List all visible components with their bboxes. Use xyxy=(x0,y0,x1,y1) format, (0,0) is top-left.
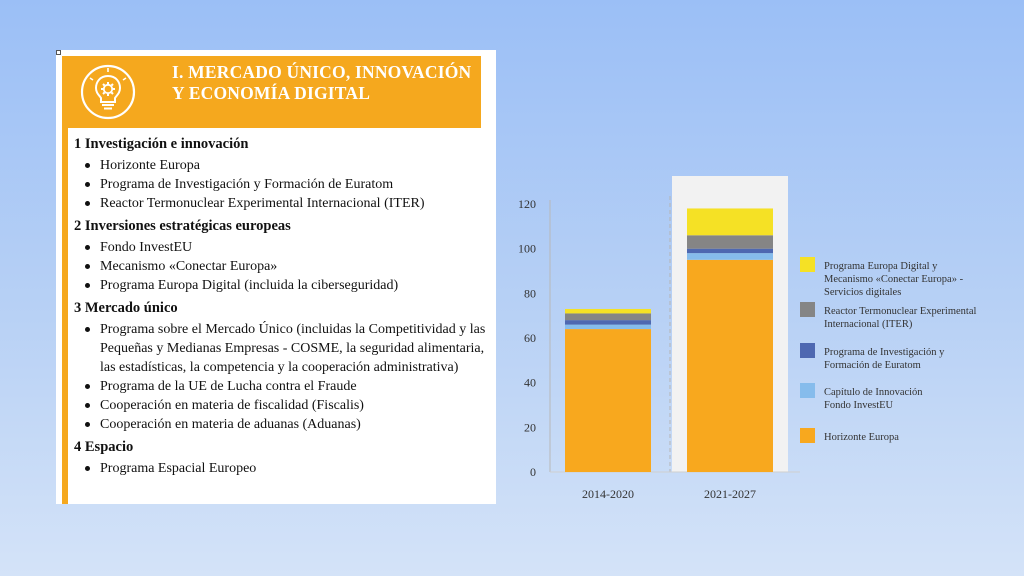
bar-segment xyxy=(687,208,773,236)
corner-marker xyxy=(56,50,61,55)
bar-segment xyxy=(565,329,651,472)
bar-segment xyxy=(565,324,651,330)
legend-swatch xyxy=(800,343,815,358)
bullet-icon xyxy=(85,182,90,187)
bullet-icon xyxy=(85,422,90,427)
list-item-text: Programa de Investigación y Formación de… xyxy=(100,177,394,192)
legend-label: Reactor Termonuclear Experimental Interna… xyxy=(824,306,977,330)
list-item-text: Programa Europa Digital (incluida la cib… xyxy=(100,278,399,293)
bar-segment xyxy=(565,313,651,321)
budget-chart: 0 20 40 60 80 100 120 2014-2020 2021-2027 Program… xyxy=(518,176,977,501)
list-item-text: Programa de la UE de Lucha contra el Fra… xyxy=(100,379,357,394)
legend-swatch xyxy=(800,257,815,272)
panel-title: I. MERCADO ÚNICO, INNOVACIÓN Y ECONOMÍA … xyxy=(172,62,472,103)
list-item: Programa de la UE de Lucha contra el Fra… xyxy=(74,377,492,396)
list-item: Programa sobre el Mercado Único (incluid… xyxy=(74,320,492,377)
list-item-text: Programa Espacial Europeo xyxy=(100,461,257,476)
bar-segment xyxy=(565,320,651,325)
section-item-list: Programa Espacial Europeo xyxy=(74,459,492,478)
legend-label: Horizonte Europa xyxy=(824,432,899,443)
y-tick-label: 20 xyxy=(524,420,536,434)
x-tick-label: 2021-2027 xyxy=(704,487,756,501)
bar-segment xyxy=(687,248,773,254)
list-item-text: Fondo InvestEU xyxy=(100,240,193,255)
y-tick-label: 40 xyxy=(524,376,536,390)
legend-swatch xyxy=(800,428,815,443)
list-item: Fondo InvestEU xyxy=(74,238,492,257)
bullet-icon xyxy=(85,327,90,332)
section-title: 1 Investigación e innovación xyxy=(74,136,249,152)
section-item-list: Fondo InvestEU Mecanismo «Conectar Europa… xyxy=(74,238,492,295)
panel-header: I. MERCADO ÚNICO, INNOVACIÓN Y ECONOMÍA … xyxy=(64,56,481,128)
y-tick-label: 100 xyxy=(518,242,536,256)
x-tick-label: 2014-2020 xyxy=(582,487,634,501)
bar-segment xyxy=(687,253,773,260)
list-item-text: Cooperación en materia de aduanas (Aduan… xyxy=(100,417,361,432)
bullet-icon xyxy=(85,283,90,288)
legend-label: Programa de Investigación y Formación de … xyxy=(824,347,945,371)
bar-segment xyxy=(687,259,773,472)
section-title: 3 Mercado único xyxy=(74,300,178,316)
list-item: Programa Europa Digital (incluida la cib… xyxy=(74,276,492,295)
bullet-icon xyxy=(85,466,90,471)
list-item-text: Mecanismo «Conectar Europa» xyxy=(100,259,278,274)
y-tick-label: 80 xyxy=(524,286,536,300)
y-tick-label: 60 xyxy=(524,331,536,345)
list-item: Programa de Investigación y Formación de… xyxy=(74,175,492,194)
list-item-text: Programa sobre el Mercado Único (incluid… xyxy=(100,322,486,375)
accent-bar xyxy=(62,56,68,504)
list-item-text: Horizonte Europa xyxy=(100,158,200,173)
list-item: Cooperación en materia de aduanas (Aduan… xyxy=(74,415,492,434)
legend-swatch xyxy=(800,302,815,317)
list-item: Mecanismo «Conectar Europa» xyxy=(74,257,492,276)
section-item-list: Programa sobre el Mercado Único (incluid… xyxy=(74,320,492,434)
legend-label: Programa Europa Digital y Mecanismo «Cone… xyxy=(824,261,964,298)
bullet-icon xyxy=(85,201,90,206)
bar-segment xyxy=(687,235,773,249)
bar-segment xyxy=(565,308,651,314)
y-tick-label: 120 xyxy=(518,197,536,211)
list-item: Programa Espacial Europeo xyxy=(74,459,492,478)
bullet-icon xyxy=(85,245,90,250)
list-item-text: Reactor Termonuclear Experimental Intern… xyxy=(100,196,425,211)
bullet-icon xyxy=(85,163,90,168)
section-item-list: Horizonte Europa Programa de Investigació… xyxy=(74,156,492,213)
list-item: Horizonte Europa xyxy=(74,156,492,175)
legend-label: Capítulo de Innovación Fondo InvestEU xyxy=(824,387,923,411)
bullet-icon xyxy=(85,403,90,408)
y-tick-label: 0 xyxy=(530,465,536,479)
list-item: Reactor Termonuclear Experimental Intern… xyxy=(74,194,492,213)
list-item: Cooperación en materia de fiscalidad (Fi… xyxy=(74,396,492,415)
program-list: 1 Investigación e innovación Horizonte Eu… xyxy=(74,134,492,478)
program-panel: I. MERCADO ÚNICO, INNOVACIÓN Y ECONOMÍA … xyxy=(56,50,496,504)
section-title: 4 Espacio xyxy=(74,439,134,455)
legend-swatch xyxy=(800,383,815,398)
lightbulb-gear-icon xyxy=(80,64,136,120)
bullet-icon xyxy=(85,264,90,269)
bullet-icon xyxy=(85,384,90,389)
list-item-text: Cooperación en materia de fiscalidad (Fi… xyxy=(100,398,364,413)
section-title: 2 Inversiones estratégicas europeas xyxy=(74,218,291,234)
